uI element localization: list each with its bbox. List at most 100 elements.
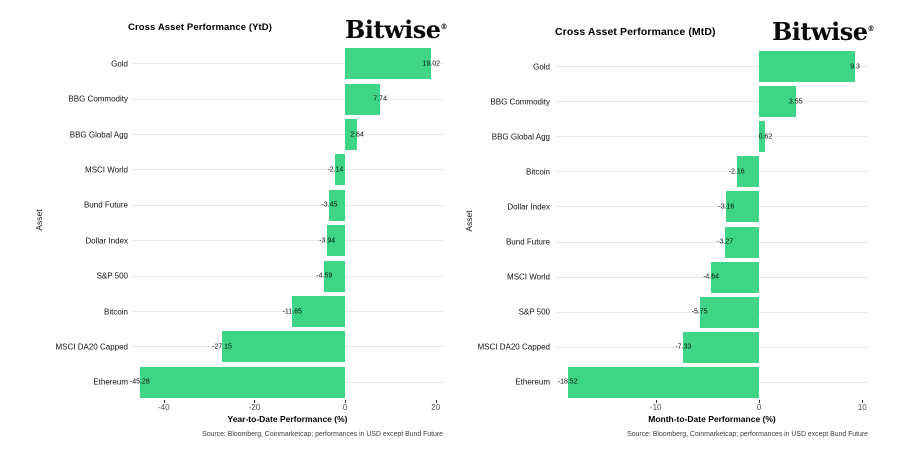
x-axis-tick: [435, 400, 437, 403]
bar-value-label: -7.33: [675, 343, 692, 351]
x-axis-tick-label: 20: [431, 403, 441, 412]
x-axis-tick-label: 0: [756, 403, 762, 412]
bar: [345, 119, 358, 150]
bar-value-label: 3.55: [788, 98, 803, 106]
bar-value-label: -27.15: [212, 343, 232, 351]
bar: [335, 154, 346, 186]
x-axis-tick: [862, 400, 864, 403]
bar-value-label: 0.62: [758, 133, 773, 141]
gridline: [132, 275, 443, 277]
x-axis-title: Month-to-Date Performance (%): [648, 414, 776, 424]
bar: [759, 86, 796, 118]
bar-value-label: -5.75: [691, 308, 708, 316]
x-axis-tick-label: -10: [649, 403, 662, 412]
category-label: Bitcoin: [525, 167, 550, 177]
gridline: [132, 311, 443, 312]
gridline: [556, 241, 868, 243]
gridline: [556, 136, 868, 138]
bar-value-label: -4.59: [316, 272, 333, 280]
bar-value-label: -4.64: [703, 273, 720, 281]
category-label: Bund Future: [83, 200, 128, 210]
gridline: [556, 171, 868, 173]
category-label: S&P 500: [96, 271, 128, 281]
bar: [683, 331, 759, 363]
bar: [699, 296, 759, 328]
gridline: [556, 101, 868, 103]
bar-value-label: 7.74: [373, 95, 387, 103]
bar-value-label: -45.28: [129, 378, 150, 386]
bar-value-label: 2.64: [350, 131, 364, 138]
bitwise-wordmark: Bitwise: [345, 15, 441, 44]
bar-value-label: -2.16: [728, 168, 745, 176]
bitwise-logo: Bitwise®: [345, 15, 448, 44]
gridline: [556, 206, 868, 208]
bar-value-label: -3.94: [319, 237, 336, 245]
bar: [759, 51, 856, 83]
bar-value-label: -11.65: [282, 308, 302, 315]
bar-value-label: -3.27: [717, 238, 734, 246]
category-label: BBG Commodity: [68, 94, 128, 104]
category-label: Bund Future: [505, 237, 550, 247]
chart-title-ytd: Cross Asset Performance (YtD): [128, 22, 273, 33]
bar: [324, 260, 346, 292]
gridline: [132, 98, 443, 100]
category-label: BBG Global Agg: [69, 130, 128, 139]
bitwise-wordmark: Bitwise: [772, 17, 868, 46]
source-note: Source: Bloomberg, Coinmarketcap; perfor…: [627, 431, 868, 438]
x-axis-tick: [345, 400, 347, 403]
category-label: S&P 500: [518, 307, 550, 317]
category-label: Bitcoin: [103, 307, 128, 316]
gridline: [132, 169, 443, 171]
bar-value-label: 9.3: [850, 63, 860, 71]
x-axis-tick-label: -40: [157, 403, 170, 412]
bar-value-label: -3.16: [718, 203, 735, 211]
category-label: BBG Global Agg: [491, 132, 550, 142]
chart-title-mtd: Cross Asset Performance (MtD): [555, 26, 716, 38]
plot-panel: 19.02 7.74 2.64 -2.14 -3.45 -3.94 -4.59 -11.65 -…: [129, 46, 443, 400]
category-label: Dollar Index: [507, 202, 550, 212]
x-axis-tick-label: 0: [342, 403, 348, 412]
bar: [329, 189, 346, 221]
category-label: MSCI DA20 Capped: [477, 342, 550, 352]
bar: [726, 191, 759, 223]
bar-value-label: -3.45: [321, 201, 338, 209]
bar: [139, 366, 346, 398]
bar: [327, 225, 346, 257]
bar: [292, 296, 346, 327]
bar: [711, 261, 759, 293]
category-label: MSCI World: [507, 272, 550, 282]
gridline: [132, 63, 443, 65]
gridline: [132, 134, 443, 135]
category-label: Gold: [533, 62, 550, 72]
x-axis-tick: [163, 400, 165, 403]
bar: [345, 48, 432, 80]
category-label: MSCI World: [85, 165, 128, 175]
chart-ytd: Cross Asset Performance (YtD) Bitwise® A…: [34, 15, 448, 438]
bitwise-logo: Bitwise®: [772, 17, 875, 46]
x-axis-tick: [655, 400, 657, 403]
category-label: Ethereum: [93, 377, 128, 387]
gridline: [556, 66, 868, 68]
category-label: Gold: [111, 59, 128, 69]
category-label: Ethereum: [515, 377, 550, 387]
x-axis-tick-label: -20: [248, 403, 261, 412]
bar-value-label: -18.52: [557, 378, 578, 386]
x-axis-tick-label: 10: [857, 403, 867, 412]
bar: [736, 156, 759, 188]
gridline: [132, 204, 443, 206]
y-axis-label: Asset: [464, 210, 474, 232]
bar: [345, 83, 381, 115]
x-axis-tick: [254, 400, 256, 403]
bar-value-label: 19.02: [422, 60, 441, 68]
bar: [221, 331, 346, 363]
plot-panel: 9.3 3.55 0.62 -2.16 -3.16 -3.27 -4.64 -5.75 -7.3…: [556, 49, 868, 400]
category-label: BBG Commodity: [490, 97, 550, 107]
registered-trademark-icon: ®: [867, 24, 875, 33]
registered-trademark-icon: ®: [440, 22, 448, 31]
bar: [759, 121, 766, 153]
chart-mtd: Cross Asset Performance (MtD) Bitwise® A…: [449, 0, 898, 456]
bar: [567, 366, 759, 398]
gridline: [132, 240, 443, 242]
x-axis-tick: [759, 400, 760, 403]
